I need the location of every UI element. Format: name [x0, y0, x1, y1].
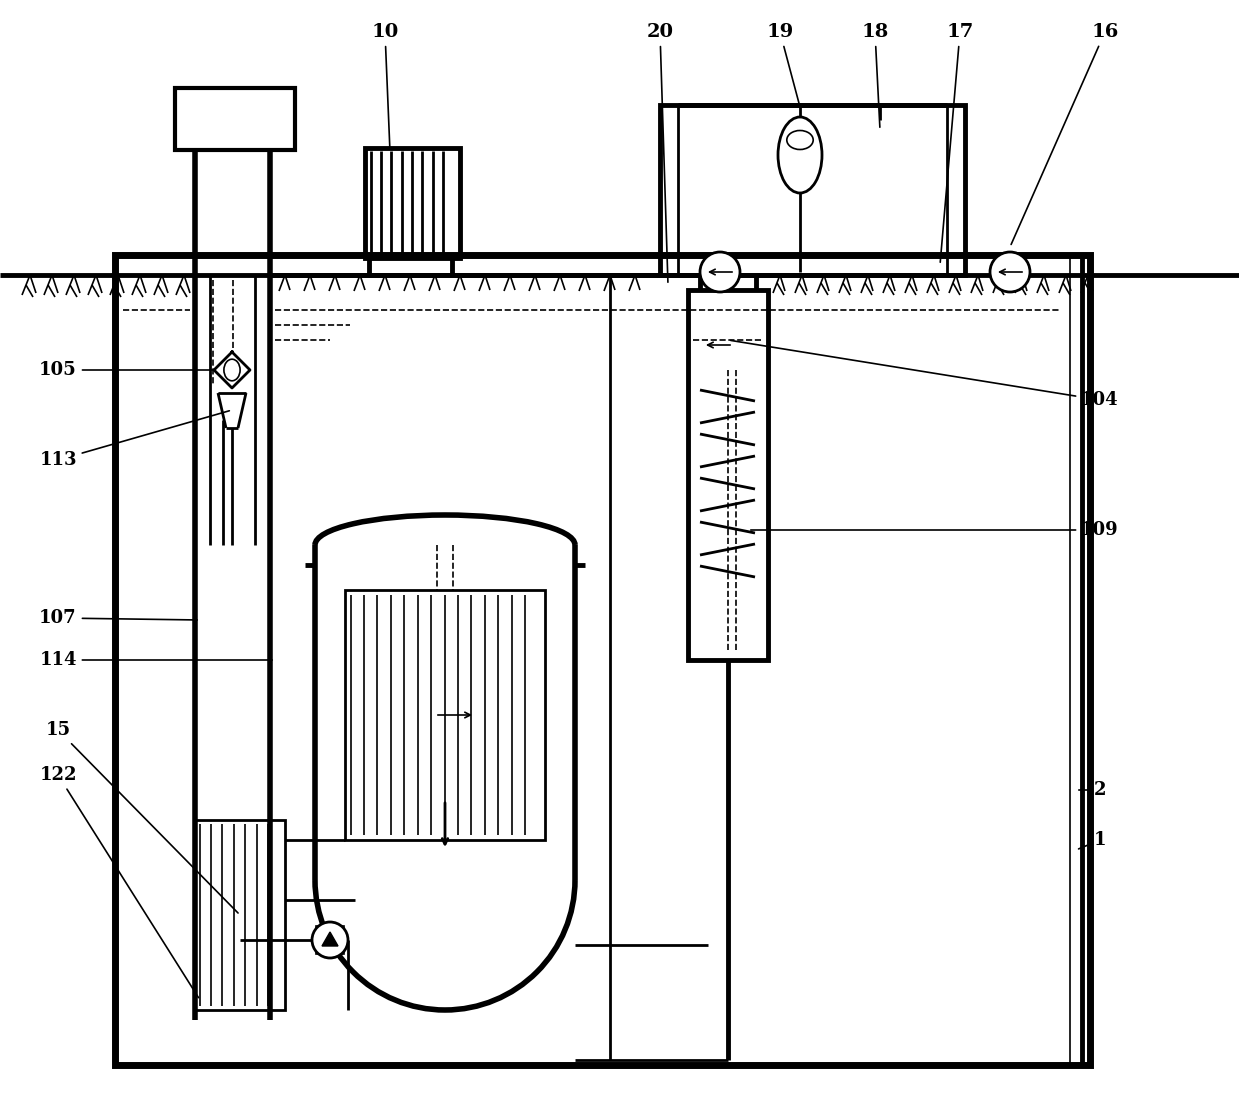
Bar — [344, 590, 545, 840]
Ellipse shape — [778, 117, 821, 193]
Text: 10: 10 — [372, 23, 399, 149]
Bar — [366, 148, 460, 258]
Circle shape — [990, 252, 1030, 292]
Polygon shape — [214, 352, 250, 388]
Text: 114: 114 — [40, 651, 273, 669]
Text: 1: 1 — [1079, 831, 1106, 849]
Text: 17: 17 — [940, 23, 974, 262]
Text: 104: 104 — [731, 340, 1119, 409]
Bar — [316, 925, 344, 954]
Bar — [195, 820, 285, 1010]
Bar — [115, 256, 1090, 1065]
Text: 113: 113 — [40, 411, 229, 469]
Bar — [660, 106, 965, 276]
Text: 19: 19 — [767, 23, 799, 104]
Circle shape — [700, 252, 740, 292]
Text: 2: 2 — [1079, 781, 1106, 799]
Text: 16: 16 — [1011, 23, 1119, 244]
Text: 20: 20 — [647, 23, 674, 282]
Circle shape — [312, 922, 348, 958]
Text: 107: 107 — [40, 609, 197, 627]
Bar — [688, 290, 768, 660]
Text: 122: 122 — [40, 765, 198, 998]
Ellipse shape — [224, 359, 240, 381]
Text: 18: 18 — [861, 23, 888, 128]
Text: 15: 15 — [46, 721, 238, 913]
Text: 109: 109 — [751, 521, 1119, 539]
Polygon shape — [322, 932, 338, 945]
Text: 105: 105 — [40, 361, 229, 379]
Bar — [175, 88, 295, 150]
